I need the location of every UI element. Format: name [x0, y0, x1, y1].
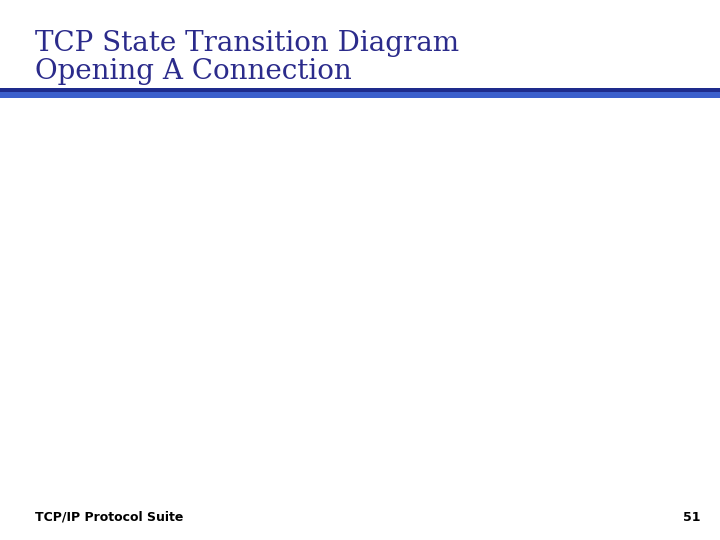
Text: TCP/IP Protocol Suite: TCP/IP Protocol Suite — [35, 511, 184, 524]
Bar — [0, 88, 720, 92]
Text: TCP State Transition Diagram: TCP State Transition Diagram — [35, 30, 459, 57]
Text: Opening A Connection: Opening A Connection — [35, 58, 352, 85]
Bar — [0, 92, 720, 98]
Text: 51: 51 — [683, 511, 700, 524]
